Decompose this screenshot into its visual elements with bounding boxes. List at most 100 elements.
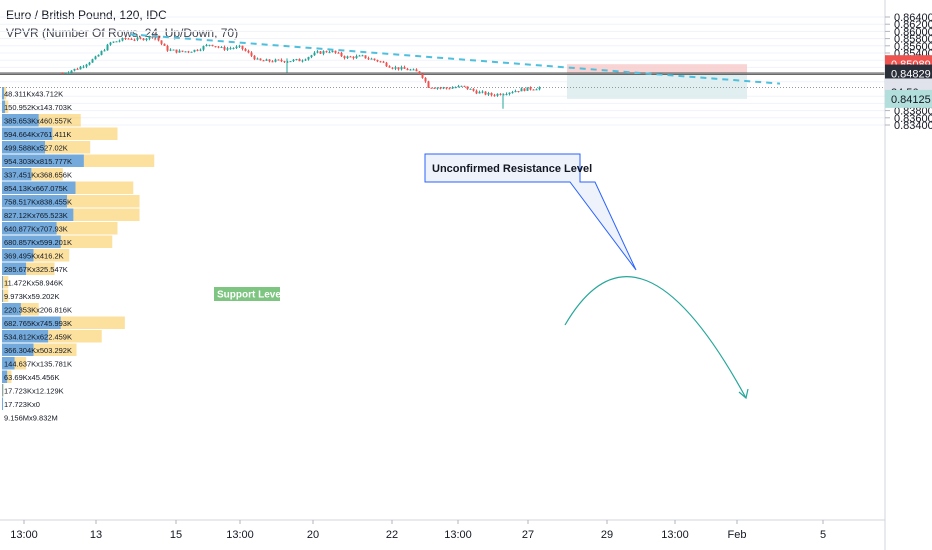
- candle-up: [526, 87, 529, 91]
- candle-down: [340, 52, 343, 57]
- support-label: Support Level: [217, 290, 284, 301]
- candle-up: [505, 94, 508, 96]
- callout-box: [424, 153, 637, 271]
- support-label-box: [214, 287, 280, 301]
- symbol-title: Euro / British Pound, 120, IDC: [6, 8, 167, 22]
- candle-up: [121, 37, 124, 41]
- candle-down: [499, 93, 502, 95]
- vp-down-bar: [33, 343, 77, 356]
- candle-down: [517, 91, 520, 93]
- vp-down-bar: [60, 235, 113, 248]
- vp-row-label: 682.765Kx745.993K: [4, 319, 72, 328]
- candle-down: [181, 50, 184, 52]
- callout-label: Unconfirmed Resistance Level: [432, 163, 592, 175]
- candle-down: [130, 38, 133, 40]
- candle-up: [202, 46, 205, 50]
- candle-down: [247, 50, 250, 53]
- vp-row-label: 954.303Kx815.777K: [4, 157, 72, 166]
- vp-down-bar: [73, 208, 140, 221]
- candle-up: [97, 54, 100, 57]
- time-tick-label: 13:00: [661, 529, 689, 541]
- candle-down: [391, 67, 394, 69]
- candle-down: [493, 95, 496, 97]
- candle-up: [289, 61, 292, 63]
- candle-down: [124, 37, 127, 39]
- time-tick-label: 15: [170, 529, 182, 541]
- vp-up-bar: [2, 87, 5, 100]
- support-band: Support Level: [0, 72, 885, 301]
- vp-row-label: 499.588Kx527.02K: [4, 144, 68, 153]
- candle-up: [256, 58, 259, 60]
- candle-up: [370, 58, 373, 60]
- vp-down-bar: [14, 357, 27, 370]
- candle-up: [328, 52, 331, 54]
- candle-down: [211, 44, 214, 47]
- vp-up-bar: [2, 208, 74, 221]
- candle-down: [349, 56, 352, 58]
- vp-up-bar: [2, 397, 4, 410]
- vp-up-bar: [2, 141, 46, 154]
- price-tick-label: 0.83800: [894, 106, 932, 118]
- candle-up: [331, 50, 334, 53]
- candle-down: [214, 46, 217, 48]
- vp-up-bar: [2, 100, 6, 113]
- candle-up: [301, 60, 304, 62]
- candle-up: [169, 49, 172, 51]
- candle-down: [424, 77, 427, 82]
- candle-up: [322, 51, 325, 54]
- vp-up-bar: [2, 154, 84, 167]
- time-tick-label: 13:00: [444, 529, 472, 541]
- candle-up: [67, 72, 70, 74]
- candle-down: [433, 87, 436, 89]
- candle-down: [466, 86, 469, 90]
- time-tick-label: Feb: [728, 529, 747, 541]
- vp-row-label: 285.67Kx325.547K: [4, 265, 68, 274]
- candle-down: [127, 38, 130, 40]
- price-tick-label: 0.86000: [894, 26, 932, 38]
- support-zone: [0, 72, 885, 75]
- vp-down-bar: [3, 289, 9, 302]
- candle-down: [268, 59, 271, 62]
- candle-down: [166, 45, 169, 51]
- candle-up: [118, 40, 121, 42]
- candle-down: [223, 46, 226, 50]
- candle-down: [403, 67, 406, 69]
- candle-down: [397, 67, 400, 70]
- vp-up-bar: [2, 181, 76, 194]
- candle-up: [85, 64, 88, 67]
- candle-up: [226, 48, 229, 50]
- position-zones: [567, 64, 747, 99]
- candle-up: [442, 87, 445, 89]
- time-tick-label: 22: [386, 529, 398, 541]
- candle-up: [91, 59, 94, 63]
- candle-down: [484, 91, 487, 95]
- vp-down-bar: [5, 100, 9, 113]
- time-tick-label: 5: [820, 529, 826, 541]
- candle-up: [535, 89, 538, 91]
- candle-up: [172, 49, 175, 51]
- candle-up: [136, 37, 139, 40]
- candle-up: [265, 59, 268, 61]
- vp-up-bar: [2, 289, 4, 302]
- vp-up-bar: [2, 235, 61, 248]
- candle-down: [430, 87, 433, 89]
- drawing-lines: [129, 33, 781, 400]
- candle-down: [388, 66, 391, 68]
- candle-down: [76, 68, 79, 70]
- price-tag-label: 0.84125: [891, 94, 931, 106]
- candle-down: [142, 38, 145, 41]
- candle-up: [412, 69, 415, 71]
- candle-down: [277, 59, 280, 61]
- vp-up-bar: [2, 114, 39, 127]
- candle-up: [361, 55, 364, 57]
- vp-row-label: 827.12Kx765.523K: [4, 211, 68, 220]
- vp-row-label: 640.877Kx707.93K: [4, 225, 68, 234]
- candle-up: [304, 59, 307, 61]
- candle-down: [163, 43, 166, 46]
- candle-down: [367, 58, 370, 60]
- vp-row-label: 854.13Kx667.075K: [4, 184, 68, 193]
- candle-down: [379, 61, 382, 63]
- candle-up: [229, 48, 232, 50]
